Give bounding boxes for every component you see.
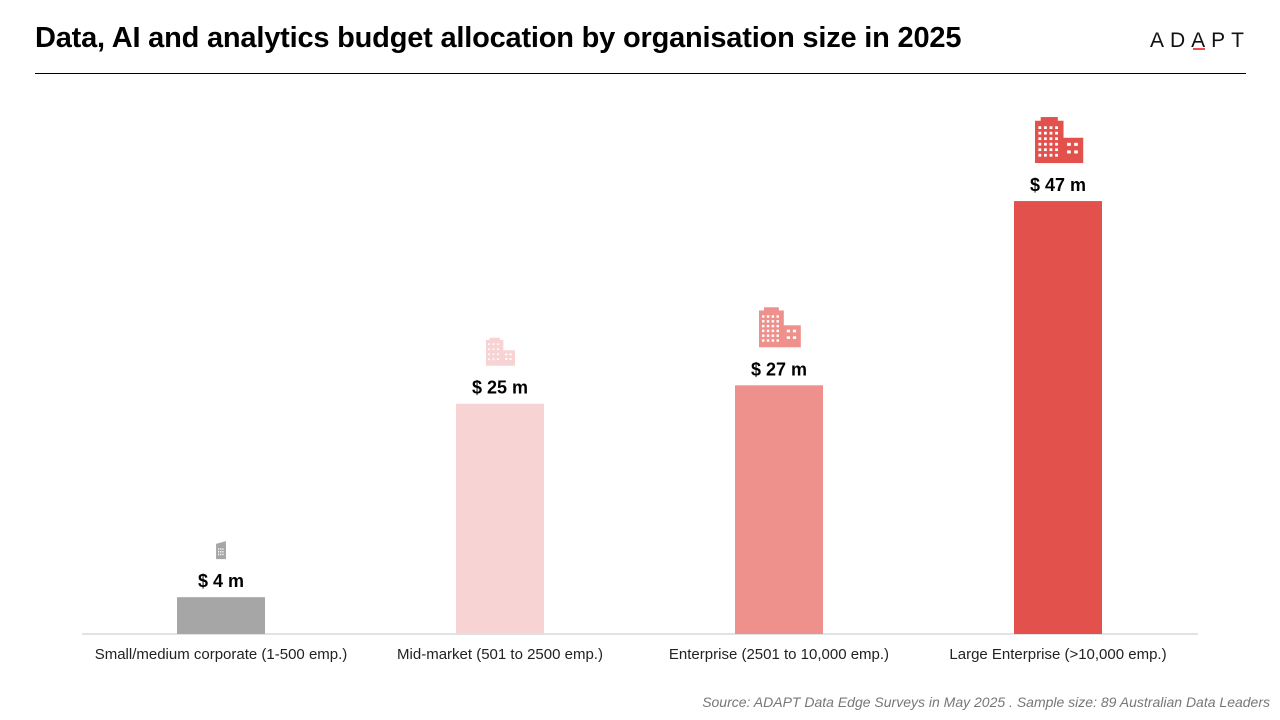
bar-value-label: $ 25 m — [472, 378, 528, 398]
bar — [735, 385, 823, 634]
category-label: Small/medium corporate (1-500 emp.) — [95, 646, 348, 663]
chart-title: Data, AI and analytics budget allocation… — [35, 22, 962, 54]
bar-value-label: $ 27 m — [751, 359, 807, 379]
bar — [177, 597, 265, 634]
logo-accent-bar — [1193, 48, 1205, 50]
bar-value-label: $ 47 m — [1030, 175, 1086, 195]
mid-office-building-icon — [486, 337, 515, 366]
small-office-building-icon — [216, 541, 226, 560]
enterprise-building-icon — [759, 307, 801, 348]
category-label: Mid-market (501 to 2500 emp.) — [397, 646, 603, 663]
adapt-logo: ADAPT — [1150, 29, 1251, 52]
bar-chart: $ 4 m Small/medium corporate (1-500 emp.)… — [82, 117, 1198, 663]
large-enterprise-building-icon — [1035, 117, 1084, 164]
title-divider — [35, 73, 1246, 74]
bar — [456, 403, 544, 634]
category-label: Enterprise (2501 to 10,000 emp.) — [669, 646, 889, 663]
bar-value-label: $ 4 m — [198, 571, 244, 591]
source-note: Source: ADAPT Data Edge Surveys in May 2… — [702, 694, 1270, 710]
category-label: Large Enterprise (>10,000 emp.) — [949, 646, 1166, 663]
bar — [1014, 201, 1102, 635]
